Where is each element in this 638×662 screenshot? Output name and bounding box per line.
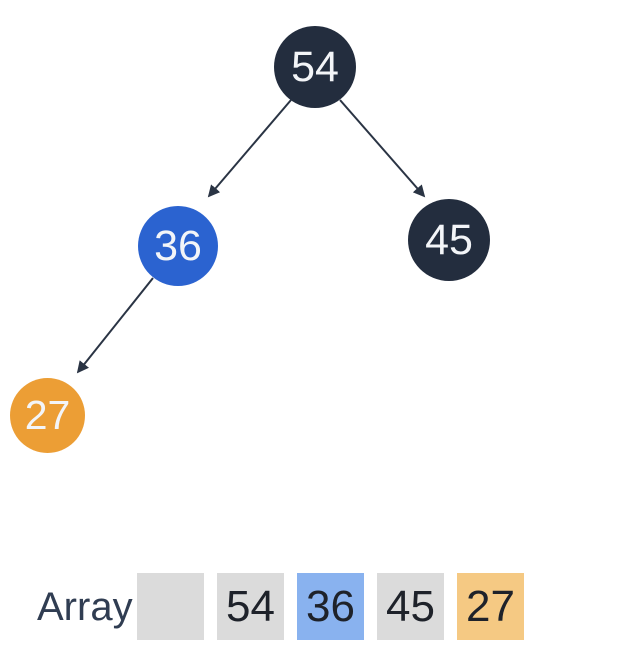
tree-edge-54-45: [339, 99, 426, 198]
tree-node-54: 54: [274, 26, 356, 108]
array-cell-3: 45: [377, 573, 444, 640]
tree-edge-54-36: [207, 99, 292, 198]
array-cell-1: 54: [217, 573, 284, 640]
array-cell-2: 36: [297, 573, 364, 640]
array-cells: 54 36 45 27: [137, 573, 537, 640]
array-panel: Array 54 36 45 27: [37, 573, 537, 640]
tree-edge-36-27: [76, 277, 154, 374]
tree-node-36: 36: [138, 206, 218, 286]
array-cell-0: [137, 573, 204, 640]
tree-node-45: 45: [408, 199, 490, 281]
tree-node-27: 27: [10, 378, 85, 453]
array-label: Array: [37, 584, 133, 629]
array-cell-4: 27: [457, 573, 524, 640]
